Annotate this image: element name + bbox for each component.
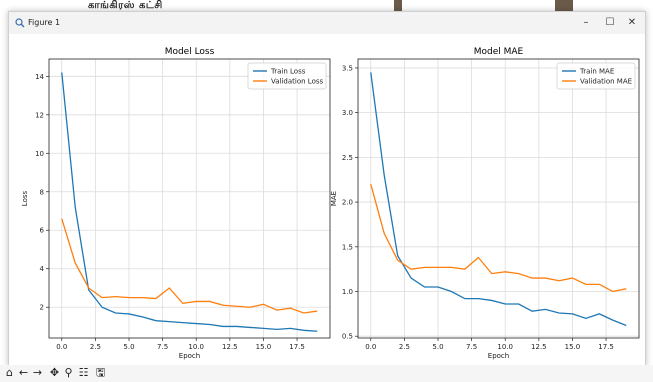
chart-title: Model MAE <box>474 47 524 57</box>
y-tick-label: 14 <box>35 73 44 81</box>
navigation-toolbar: ⌂ ← → ✥ ⚲ ☷ 🖫 <box>0 365 653 382</box>
pan-icon: ✥ <box>49 366 60 379</box>
x-tick-label: 2.5 <box>399 343 410 351</box>
close-button[interactable]: ✕ <box>623 15 641 31</box>
zoom-icon: ⚲ <box>64 366 73 379</box>
y-tick-label: 2.5 <box>342 154 353 162</box>
home-button[interactable]: ⌂ <box>3 366 16 380</box>
y-tick-label: 8 <box>40 188 44 196</box>
x-tick-label: 5.0 <box>123 343 134 351</box>
y-tick-label: 2 <box>40 304 44 312</box>
x-tick-label: 15.0 <box>256 343 272 351</box>
x-tick-label: 7.5 <box>157 343 168 351</box>
y-tick-label: 3.0 <box>342 109 353 117</box>
maximize-button[interactable]: ☐ <box>601 15 619 31</box>
legend: Train Loss Validation Loss <box>247 62 327 90</box>
background-image-fragment <box>555 0 573 14</box>
background-text: காங்கிரஸ் கட்சி <box>88 0 163 11</box>
window-title: Figure 1 <box>28 18 61 27</box>
y-tick-label: 12 <box>35 111 44 119</box>
forward-icon: → <box>32 366 43 379</box>
legend-entry: Validation Loss <box>271 78 323 86</box>
x-tick-label: 0.0 <box>56 343 67 351</box>
subplot-mae: 0.0 2.5 5.0 7.5 10.0 12.5 15.0 17.5 0.5 1.0 1.5 2.0… <box>330 47 640 360</box>
legend-entry: Validation MAE <box>580 78 632 86</box>
configure-subplots-button[interactable]: ☷ <box>77 366 90 380</box>
figure-app-icon <box>15 18 25 28</box>
chart-title: Model Loss <box>165 47 215 57</box>
minimize-button[interactable]: – <box>577 15 595 31</box>
back-icon: ← <box>18 366 29 379</box>
legend-entry: Train Loss <box>270 68 306 76</box>
configure-subplots-icon: ☷ <box>78 366 89 379</box>
series-line-validation <box>61 218 318 314</box>
save-button[interactable]: 🖫 <box>94 366 107 380</box>
pan-button[interactable]: ✥ <box>48 366 61 380</box>
y-tick-label: 4 <box>40 265 45 273</box>
background-image-fragment <box>394 0 402 14</box>
home-icon: ⌂ <box>6 366 13 379</box>
x-tick-label: 10.0 <box>497 343 513 351</box>
x-tick-label: 5.0 <box>432 343 443 351</box>
x-tick-label: 10.0 <box>188 343 204 351</box>
series-line-train <box>61 72 318 332</box>
subplot-loss: 0.0 2.5 5.0 7.5 10.0 12.5 15.0 17.5 2 4 6 8 10 12 14 Mo… <box>21 47 331 360</box>
y-tick-label: 1.0 <box>342 288 353 296</box>
x-tick-label: 0.0 <box>365 343 376 351</box>
back-button[interactable]: ← <box>17 366 30 380</box>
y-tick-label: 3.5 <box>342 64 353 72</box>
minimize-icon: – <box>583 17 589 28</box>
y-axis-label: MAE <box>330 191 338 206</box>
figure-window: Figure 1 – ☐ ✕ 0.0 2.5 5.0 7.5 10.0 12.5 15.0 1… <box>8 11 646 367</box>
legend: Train MAE Validation MAE <box>556 62 636 90</box>
y-axis-label: Loss <box>21 190 29 206</box>
x-tick-label: 12.5 <box>531 343 547 351</box>
y-tick-label: 10 <box>35 150 44 158</box>
forward-button[interactable]: → <box>31 366 44 380</box>
x-tick-label: 12.5 <box>222 343 238 351</box>
x-tick-label: 17.5 <box>289 343 305 351</box>
x-tick-label: 7.5 <box>466 343 477 351</box>
x-tick-label: 17.5 <box>598 343 614 351</box>
x-tick-label: 15.0 <box>565 343 581 351</box>
figure-canvas[interactable]: 0.0 2.5 5.0 7.5 10.0 12.5 15.0 17.5 2 4 6 8 10 12 14 Mo… <box>9 34 645 366</box>
series-line-validation <box>370 184 627 293</box>
axes-frame <box>357 58 640 339</box>
y-tick-label: 2.0 <box>342 199 353 207</box>
figure-svg: 0.0 2.5 5.0 7.5 10.0 12.5 15.0 17.5 2 4 6 8 10 12 14 Mo… <box>21 47 640 360</box>
series-line-train <box>370 72 627 327</box>
save-icon: 🖫 <box>95 366 106 379</box>
axes-frame <box>48 58 331 339</box>
y-tick-label: 6 <box>40 227 45 235</box>
legend-box <box>556 62 636 90</box>
y-tick-label: 1.5 <box>342 243 353 251</box>
maximize-icon: ☐ <box>605 17 615 28</box>
y-tick-label: 0.5 <box>342 333 353 341</box>
title-bar[interactable]: Figure 1 – ☐ ✕ <box>9 12 645 34</box>
close-icon: ✕ <box>627 17 637 28</box>
legend-entry: Train MAE <box>579 68 614 76</box>
x-tick-label: 2.5 <box>90 343 101 351</box>
x-axis-label: Epoch <box>179 352 200 360</box>
zoom-button[interactable]: ⚲ <box>62 366 75 380</box>
x-axis-label: Epoch <box>488 352 509 360</box>
legend-box <box>247 62 327 90</box>
